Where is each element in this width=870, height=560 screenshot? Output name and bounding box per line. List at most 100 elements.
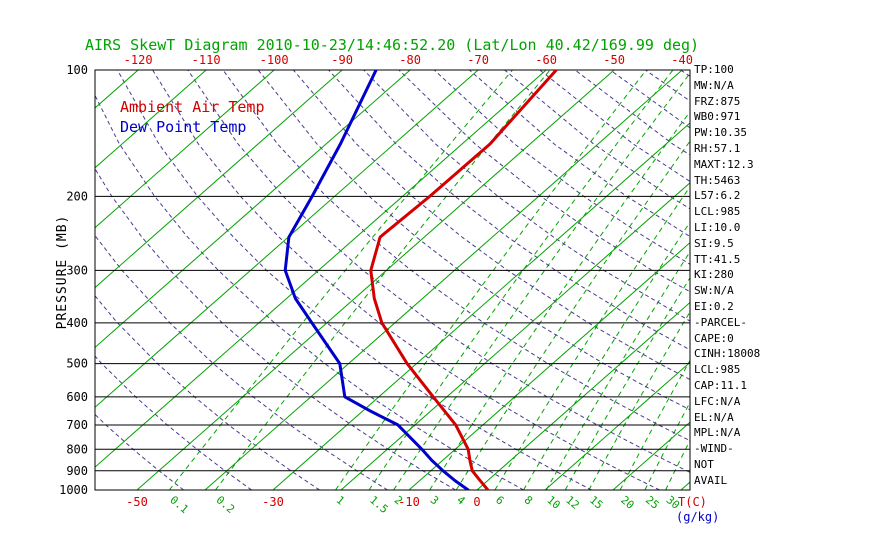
isotherm-line bbox=[204, 70, 683, 490]
index-item: RH:57.1 bbox=[694, 141, 741, 155]
index-item: LCL:985 bbox=[694, 363, 741, 377]
mixing-ratio-line bbox=[455, 140, 690, 490]
mixing-ratio-tick-label: 8 bbox=[522, 493, 535, 507]
mixing-ratio-tick-label: 20 bbox=[618, 493, 637, 511]
bottom-temp-tick-label: -10 bbox=[398, 495, 420, 509]
top-temp-ticks: -120 -110 -100 -90 -80 -70 -60 -50 -40 bbox=[124, 53, 693, 67]
pressure-tick-label: 900 bbox=[66, 464, 88, 478]
index-item: CAP:11.1 bbox=[694, 378, 747, 392]
mixing-ratio-line bbox=[168, 70, 513, 490]
index-item: MW:N/A bbox=[694, 78, 734, 92]
dry-adiabat-line bbox=[95, 167, 456, 490]
pressure-tick-label: 400 bbox=[66, 316, 88, 330]
dry-adiabat-line bbox=[95, 413, 184, 490]
top-temp-tick-label: -100 bbox=[260, 53, 289, 67]
dry-adiabat-line bbox=[257, 70, 690, 411]
isotherm-line bbox=[95, 70, 411, 349]
index-item: NOT bbox=[694, 457, 714, 471]
isotherm-line bbox=[95, 70, 207, 169]
isotherm-line bbox=[408, 241, 690, 490]
isotherm-line bbox=[95, 70, 479, 408]
isotherm-line bbox=[544, 361, 690, 490]
index-item: -WIND- bbox=[694, 442, 734, 456]
mixing-ratio-tick-label: 12 bbox=[563, 493, 582, 511]
index-item: WB0:971 bbox=[694, 110, 741, 124]
mixing-ratio-tick-label: 1.5 bbox=[367, 493, 391, 516]
index-item: LFC:N/A bbox=[694, 394, 741, 408]
mixing-ratio-tick-labels: 0.1 0.2 1 1.5 2 3 4 6 8 10 12 15 20 25 30 bbox=[167, 493, 682, 516]
isotherm-line bbox=[95, 70, 343, 289]
index-item: PW:10.35 bbox=[694, 126, 747, 140]
index-item: KI:280 bbox=[694, 268, 734, 282]
isotherm-line bbox=[136, 70, 615, 490]
isotherm-line bbox=[95, 70, 275, 229]
dry-adiabat-line bbox=[398, 70, 690, 293]
pressure-grid: 100 200 300 400 500 600 700 800 900 1000 bbox=[59, 63, 690, 497]
index-item: FRZ:875 bbox=[694, 94, 741, 108]
indices-panel: TP:100 MW:N/A FRZ:875 WB0:971 PW:10.35 RH:57.… bbox=[694, 62, 864, 489]
mixing-ratio-line bbox=[429, 110, 690, 490]
isotherm-line bbox=[272, 122, 690, 490]
pressure-tick-label: 600 bbox=[66, 390, 88, 404]
dry-adiabat-line bbox=[152, 70, 660, 490]
isotherm-line bbox=[340, 182, 690, 490]
index-item: TP:100 bbox=[694, 63, 734, 76]
dry-adiabat-line bbox=[328, 70, 690, 351]
index-item: LI:10.0 bbox=[694, 220, 741, 234]
mixing-unit-label: (g/kg) bbox=[676, 510, 719, 524]
index-item: MAXT:12.3 bbox=[694, 157, 754, 171]
bottom-temp-tick-label: 0 bbox=[473, 495, 480, 509]
mixing-ratio-tick-label: 6 bbox=[493, 493, 506, 507]
top-temp-tick-label: -50 bbox=[603, 53, 625, 67]
pressure-tick-label: 700 bbox=[66, 418, 88, 432]
isotherm-line bbox=[476, 301, 690, 490]
dry-adiabat-line bbox=[433, 70, 690, 265]
index-item: TT:41.5 bbox=[694, 252, 741, 266]
mixing-ratio-line bbox=[494, 185, 690, 490]
bottom-temp-tick-label: -50 bbox=[126, 495, 148, 509]
temp-profile-line bbox=[369, 70, 558, 490]
top-temp-tick-label: -40 bbox=[671, 53, 693, 67]
index-item: AVAIL bbox=[694, 473, 728, 487]
top-temp-tick-label: -90 bbox=[331, 53, 353, 67]
pressure-tick-label: 500 bbox=[66, 357, 88, 371]
mixing-ratio-tick-label: 25 bbox=[643, 493, 662, 511]
isotherm-line bbox=[0, 70, 2, 490]
index-item: -PARCEL- bbox=[694, 315, 747, 329]
sounding-profiles bbox=[283, 70, 558, 490]
pressure-tick-label: 1000 bbox=[59, 483, 88, 497]
index-item: MPL:N/A bbox=[694, 426, 741, 440]
mixing-ratio-tick-label: 10 bbox=[544, 493, 563, 511]
dry-adiabat-line bbox=[293, 70, 690, 381]
pressure-tick-label: 100 bbox=[66, 63, 88, 77]
top-temp-tick-label: -70 bbox=[467, 53, 489, 67]
mixing-ratio-tick-label: 0.2 bbox=[214, 493, 238, 516]
mixing-ratio-lines bbox=[168, 70, 690, 490]
temp-unit-label: T(C) bbox=[678, 495, 707, 509]
mixing-ratio-line bbox=[215, 70, 551, 490]
index-item: EI:0.2 bbox=[694, 299, 734, 313]
dry-adiabat-line bbox=[95, 295, 320, 490]
pressure-tick-label: 800 bbox=[66, 442, 88, 456]
mixing-ratio-line bbox=[335, 70, 647, 490]
index-item: SW:N/A bbox=[694, 284, 734, 298]
index-item: EL:N/A bbox=[694, 410, 734, 424]
top-temp-tick-label: -80 bbox=[399, 53, 421, 67]
mixing-ratio-tick-label: 0.1 bbox=[167, 493, 191, 516]
bottom-temp-ticks: -50 -30 -10 0 bbox=[126, 495, 480, 509]
plot-border bbox=[94, 69, 691, 491]
pressure-tick-label: 300 bbox=[66, 263, 88, 277]
dry-adiabat-line bbox=[95, 234, 388, 490]
isotherm-lines bbox=[0, 70, 690, 490]
pressure-tick-label: 200 bbox=[66, 189, 88, 203]
mixing-ratio-tick-label: 1 bbox=[334, 493, 347, 507]
top-temp-tick-label: -60 bbox=[535, 53, 557, 67]
top-temp-tick-label: -110 bbox=[192, 53, 221, 67]
mixing-ratio-line bbox=[523, 221, 690, 490]
index-item: TH:5463 bbox=[694, 173, 741, 187]
index-item: LCL:985 bbox=[694, 205, 741, 219]
isotherm-line bbox=[95, 70, 547, 468]
mixing-ratio-tick-label: 4 bbox=[454, 493, 468, 507]
